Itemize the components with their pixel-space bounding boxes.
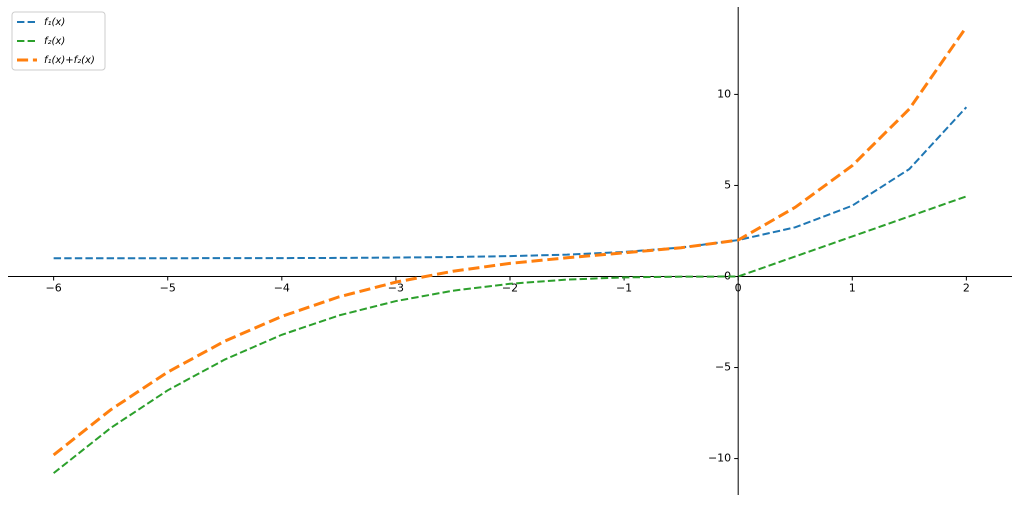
x-tick-label: −5 <box>160 281 176 294</box>
legend-label: f₁(x)+f₂(x) <box>44 55 95 66</box>
x-tick-label: −4 <box>274 281 290 294</box>
y-tick-label: 0 <box>724 269 731 282</box>
x-tick-label: −1 <box>616 281 632 294</box>
x-tick-label: −6 <box>46 281 62 294</box>
y-tick-label: −10 <box>708 452 731 465</box>
y-tick-label: 10 <box>717 87 731 100</box>
x-tick-label: 1 <box>849 281 856 294</box>
series-line <box>53 195 967 474</box>
series-line <box>53 106 968 260</box>
legend-label: f₂(x) <box>44 36 65 47</box>
series-line <box>52 26 968 457</box>
x-tick-label: 2 <box>963 281 970 294</box>
y-tick-label: 5 <box>724 178 731 191</box>
y-tick-label: −5 <box>715 361 731 374</box>
legend: f₁(x) f₂(x) f₁(x)+f₂(x) <box>11 11 106 71</box>
legend-box <box>11 11 106 71</box>
x-tick-label: 0 <box>735 281 742 294</box>
x-tick-label: −3 <box>388 281 404 294</box>
legend-label: f₁(x) <box>44 17 65 28</box>
